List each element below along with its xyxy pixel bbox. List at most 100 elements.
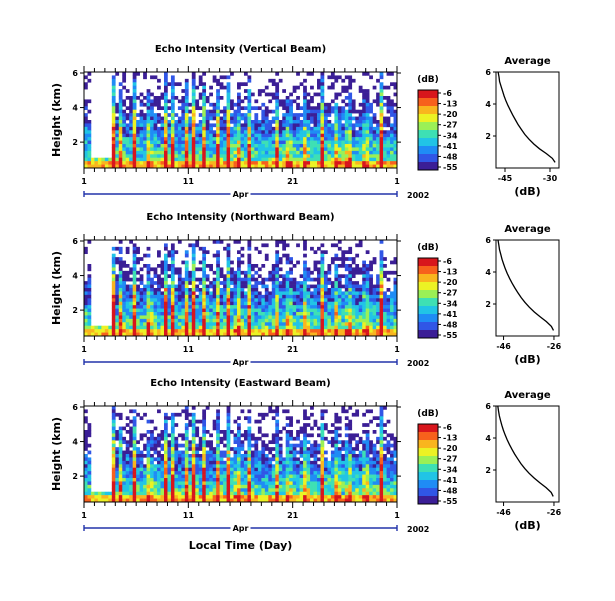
heatmap-cell [379,96,384,100]
heatmap-cell [177,150,182,155]
heatmap-cell [313,144,318,148]
heatmap-cell [337,274,342,279]
heatmap-cell [351,257,356,261]
heatmap-cell [310,133,314,138]
heatmap-cell [143,291,147,296]
heatmap-cell [379,109,384,114]
heatmap-cell [296,488,300,493]
heatmap-cell [139,467,144,472]
heatmap-cell [163,274,168,279]
heatmap-cell [362,315,366,320]
heatmap-cell [254,447,259,451]
heatmap-cell [195,106,200,111]
heatmap-cell [129,450,133,455]
heatmap-cell [313,164,318,169]
heatmap-cell [334,277,339,282]
heatmap-cell [170,430,175,434]
heatmap-cell [233,270,238,275]
heatmap-cell [198,474,203,479]
heatmap-cell [247,267,252,272]
heatmap-cell [285,288,290,292]
heatmap-cell [282,301,287,306]
heatmap-cell [84,440,88,445]
heatmap-cell [386,133,391,138]
heatmap-cell [323,305,328,309]
heatmap-cell [243,325,248,330]
heatmap-cell [202,436,207,441]
heatmap-cell [87,291,92,296]
heatmap-cell [275,144,280,148]
heatmap-cell [369,301,373,306]
heatmap-cell [122,116,127,121]
heatmap-cell [292,460,297,465]
heatmap-cell [257,464,262,469]
heatmap-cell [299,308,304,313]
heatmap-cell [289,109,293,114]
heatmap-cell [247,116,252,121]
heatmap-cell [285,423,290,427]
heatmap-cell [219,312,224,316]
heatmap-cell [268,481,273,486]
heatmap-cell [94,157,99,162]
heatmap-cell [111,457,116,462]
heatmap-cell [334,301,339,306]
heatmap-cell [254,481,259,486]
heatmap-cell [296,164,300,169]
heatmap-cell [320,243,325,248]
heatmap-cell [129,99,133,104]
heatmap-cell [386,109,391,114]
heatmap-cell [122,161,127,165]
heatmap-cell [195,464,200,469]
heatmap-cell [122,308,127,313]
heatmap-cell [226,481,231,486]
heatmap-cell [275,308,280,313]
heatmap-cell [233,284,238,289]
heatmap-cell [181,308,186,313]
heatmap-cell [226,89,231,93]
heatmap-cell [372,133,377,138]
heatmap-cell [223,484,227,489]
heatmap-cell [87,301,92,306]
heatmap-cell [209,484,213,489]
heatmap-cell [390,325,394,330]
heatmap-cell [344,164,349,169]
heatmap-cell [191,82,196,87]
heatmap-cell [87,294,92,299]
heatmap-cell [313,260,318,265]
heatmap-cell [174,491,179,496]
heatmap-cell [87,150,92,155]
heatmap-cell [118,99,123,104]
heatmap-cell [264,120,269,124]
heatmap-cell [230,161,234,165]
heatmap-cell [157,116,161,121]
heatmap-cell [216,147,220,152]
heatmap-cell [250,436,255,441]
heatmap-cell [383,147,387,152]
heatmap-cell [379,144,384,148]
heatmap-cell [261,294,266,299]
heatmap-cell [348,123,353,128]
heatmap-cell [240,106,245,111]
heatmap-cell [146,140,151,145]
heatmap-cell [150,457,154,462]
heatmap-cell [226,120,231,124]
heatmap-cell [118,277,123,282]
heatmap-cell [191,291,196,296]
heatmap-cell [209,92,213,97]
heatmap-cell [163,140,168,145]
heatmap-cell [292,116,297,121]
heatmap-cell [118,257,123,261]
heatmap-cell [216,116,220,121]
heatmap-cell [330,140,335,145]
heatmap-cell [115,126,120,131]
heatmap-cell [122,294,127,299]
heatmap-cell [317,133,321,138]
heatmap-cell [188,277,193,282]
heatmap-cell [146,99,151,104]
heatmap-cell [268,329,273,333]
heatmap-cell [184,308,189,313]
heatmap-cell [247,288,252,292]
heatmap-cell [237,312,241,316]
heatmap-cell [174,154,179,159]
